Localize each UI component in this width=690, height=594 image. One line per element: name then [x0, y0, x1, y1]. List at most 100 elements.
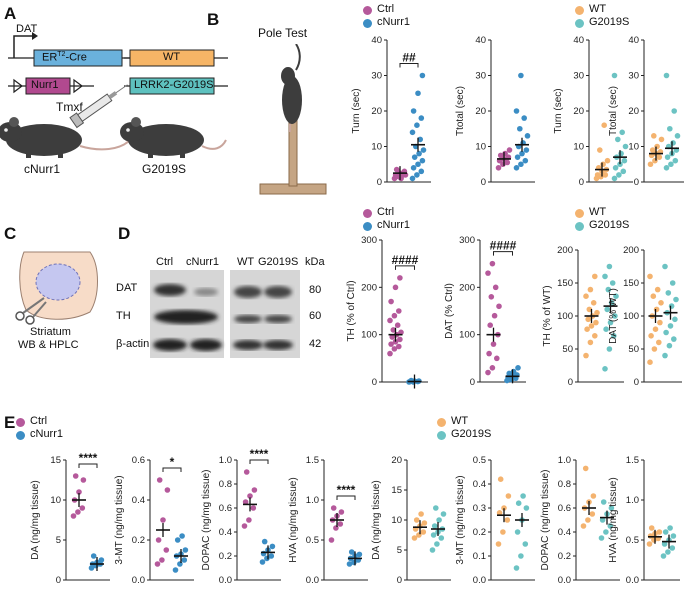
- data-point: [651, 346, 658, 352]
- data-point: [599, 517, 606, 523]
- data-point: [390, 327, 397, 333]
- striatum-label: Striatum: [30, 326, 71, 338]
- data-point: [155, 537, 162, 543]
- wt-construct-label: WT: [163, 51, 181, 63]
- y-tick-label: 10: [475, 142, 486, 153]
- data-point: [656, 154, 663, 160]
- data-point: [524, 133, 531, 139]
- data-point: [588, 323, 595, 329]
- panel-letter-d: D: [118, 224, 131, 243]
- y-tick-label: 0: [579, 177, 584, 188]
- data-point: [662, 263, 668, 270]
- data-point: [251, 487, 258, 493]
- significance-label: ****: [79, 451, 98, 465]
- data-point: [485, 270, 491, 276]
- significance-bracket: [249, 459, 269, 464]
- brain-slice-illustration: [15, 251, 98, 325]
- data-point: [414, 172, 420, 178]
- y-tick-label: 0.8: [219, 479, 232, 490]
- data-point: [656, 339, 662, 346]
- data-point: [646, 541, 653, 547]
- significance-bracket: [336, 495, 356, 500]
- chart-15: 0.0 0.2 0.4 0.6 0.8 1.0 DOPAC (ng/mg tissue): [540, 455, 620, 586]
- data-point: [649, 147, 656, 153]
- data-point: [79, 505, 86, 511]
- y-tick-label: 1.5: [306, 455, 319, 466]
- data-point: [522, 157, 529, 164]
- data-point: [333, 525, 339, 531]
- chart-14: 0.0 0.1 0.2 0.3 0.4 0.5 3-MT (ng/mg tissue): [455, 455, 535, 586]
- data-point: [243, 469, 250, 475]
- y-tick-label: 0: [634, 377, 639, 388]
- chart-12: 0.0 0.5 1.0 1.5 HVA (ng/mg tissue) ****: [288, 455, 368, 586]
- western-blot-image: [150, 270, 300, 358]
- lane-label-cnurr1: cNurr1: [186, 256, 220, 268]
- data-point: [657, 319, 663, 326]
- data-point: [419, 72, 426, 79]
- data-point: [506, 370, 512, 377]
- data-point: [608, 505, 615, 511]
- data-point: [513, 108, 520, 114]
- data-point: [496, 510, 503, 516]
- data-point: [651, 133, 657, 139]
- data-point: [661, 541, 668, 547]
- mouse-cnurr1-label: cNurr1: [24, 162, 61, 176]
- data-point: [495, 165, 502, 171]
- data-point: [658, 300, 664, 306]
- data-point: [269, 543, 276, 550]
- data-point: [620, 168, 627, 175]
- data-point: [391, 312, 398, 319]
- data-point: [418, 115, 425, 121]
- data-point: [418, 168, 425, 175]
- y-tick-label: 0.2: [473, 527, 486, 538]
- y-tick-label: 30: [371, 71, 382, 82]
- data-point: [387, 317, 393, 324]
- y-tick-label: 0.4: [473, 479, 486, 490]
- y-tick-label: 0.3: [473, 503, 486, 514]
- y-axis-label: DAT (% WT): [608, 288, 619, 344]
- data-point: [583, 293, 589, 300]
- data-point: [671, 108, 677, 114]
- data-point: [587, 339, 594, 346]
- panel-letter-b: B: [207, 10, 220, 29]
- data-point: [506, 147, 513, 153]
- data-point: [647, 359, 653, 366]
- y-axis-label: HVA (ng/mg tissue): [608, 477, 619, 562]
- data-point: [654, 143, 660, 150]
- y-tick-label: 0: [634, 177, 639, 188]
- data-point: [510, 368, 517, 375]
- y-tick-label: 0.0: [626, 575, 639, 586]
- data-point: [397, 336, 403, 343]
- y-tick-label: 0: [470, 377, 475, 388]
- chart-7: 0 50 100 150 200 TH (% of WT): [542, 245, 624, 388]
- y-tick-label: 0.5: [306, 535, 319, 546]
- data-point: [603, 529, 609, 535]
- pole-test-title: Pole Test: [258, 26, 308, 40]
- data-point: [602, 172, 609, 178]
- data-point: [250, 505, 257, 511]
- data-point: [656, 529, 663, 535]
- data-point: [418, 511, 424, 517]
- wb-hplc-label: WB & HPLC: [18, 339, 79, 351]
- kda-80: 80: [309, 284, 322, 296]
- data-point: [504, 517, 511, 523]
- data-point: [417, 136, 424, 143]
- y-axis-label: TH (% of WT): [542, 285, 553, 346]
- data-point: [247, 493, 253, 499]
- y-axis-label: 3-MT (ng/mg tissue): [455, 475, 466, 564]
- y-tick-label: 200: [361, 282, 377, 293]
- data-point: [513, 565, 520, 571]
- data-point: [504, 159, 511, 166]
- data-point: [654, 286, 661, 293]
- band-label-th: TH: [116, 310, 131, 322]
- data-point: [597, 147, 603, 153]
- data-point: [519, 150, 525, 157]
- data-point: [156, 477, 163, 483]
- data-point: [618, 150, 624, 157]
- data-point: [604, 306, 610, 313]
- y-tick-label: 20: [628, 106, 639, 117]
- data-point: [346, 561, 353, 567]
- significance-label: *: [170, 455, 175, 469]
- data-point: [414, 122, 420, 128]
- data-point: [388, 298, 394, 305]
